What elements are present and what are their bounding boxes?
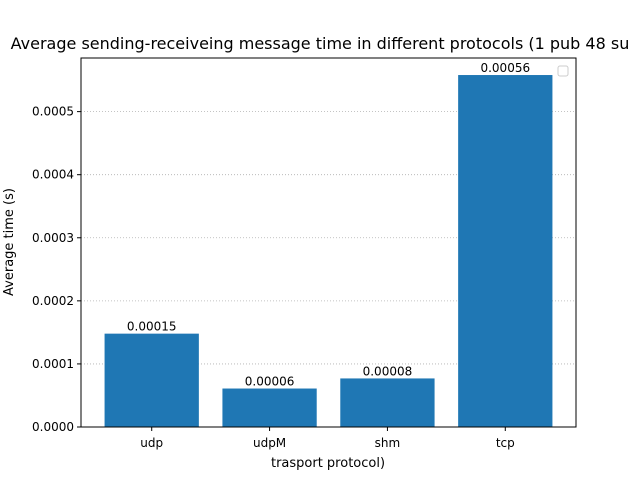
y-tick-label: 0.0002 — [32, 294, 74, 308]
y-tick-label: 0.0000 — [32, 420, 74, 434]
x-axis-label: trasport protocol) — [271, 456, 385, 471]
chart-title: Average sending-receiveing message time … — [11, 34, 630, 53]
y-tick-label: 0.0004 — [32, 168, 74, 182]
x-tick-label-udpM: udpM — [253, 436, 286, 450]
x-tick-label-shm: shm — [375, 436, 401, 450]
bar-shm — [340, 378, 435, 427]
axes-frame — [80, 57, 577, 428]
data-label-shm: 0.00008 — [363, 364, 413, 378]
y-tick-label: 0.0005 — [32, 105, 74, 119]
y-tick-label: 0.0001 — [32, 357, 74, 371]
x-tick-label-udp: udp — [140, 436, 163, 450]
bars — [104, 75, 553, 428]
bar-tcp — [458, 75, 553, 428]
bar-udp — [104, 333, 199, 427]
data-label-tcp: 0.00056 — [480, 61, 530, 75]
y-axis-label: Average time (s) — [2, 188, 17, 296]
bar-udpM — [222, 388, 317, 427]
data-labels: 0.00015 0.00006 0.00008 0.00056 — [127, 61, 530, 388]
y-axis-ticks: 0.0000 0.0001 0.0002 0.0003 0.0004 0.0005 — [32, 105, 81, 434]
x-tick-label-tcp: tcp — [496, 436, 515, 450]
data-label-udpM: 0.00006 — [245, 375, 295, 389]
data-label-udp: 0.00015 — [127, 320, 177, 334]
y-tick-label: 0.0003 — [32, 231, 74, 245]
x-axis-ticks: udp udpM shm tcp — [140, 427, 515, 450]
legend-box — [557, 65, 569, 77]
